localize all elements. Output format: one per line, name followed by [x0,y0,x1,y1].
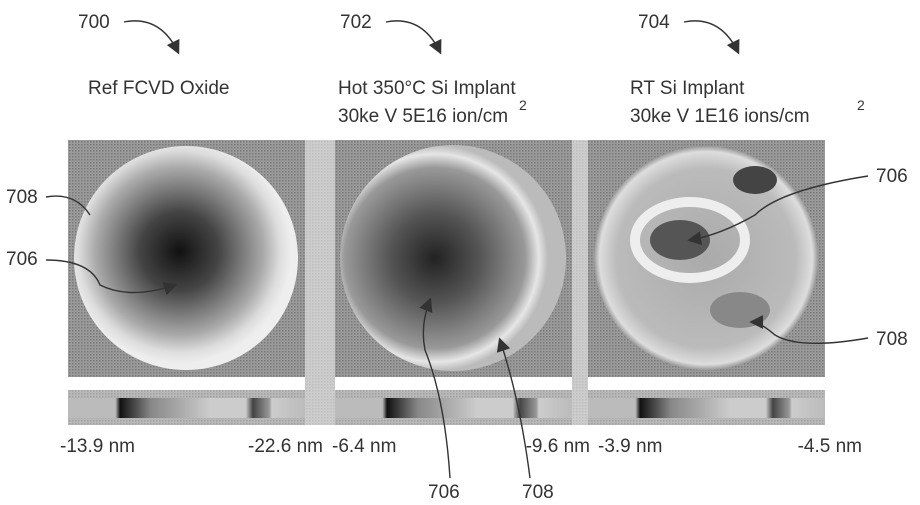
leader-line [496,337,531,479]
panel-title: 30ke V 5E16 ion/cm [338,106,508,127]
scale-min: -13.9 nm [60,436,135,457]
ref-number: 700 [78,12,110,33]
panel-title: 30ke V 1E16 ions/cm [630,106,810,127]
superscript: 2 [857,97,865,113]
panel-image [335,140,572,377]
superscript: 2 [519,97,527,113]
panel-title: Ref FCVD Oxide [88,78,229,99]
leader-line [45,259,178,296]
ref-number: 702 [340,12,372,33]
callout-label: 706 [6,249,38,270]
scale-max: -22.6 nm [248,436,323,457]
leader-line [45,195,91,216]
colorbar [588,398,825,418]
panel-title: RT Si Implant [630,78,745,99]
callout-label: 708 [522,482,554,503]
panel-title: Hot 350°C Si Implant [338,78,516,99]
arrow [123,20,180,55]
scale-min: -3.9 nm [598,436,662,457]
scale-max: -9.6 nm [526,436,590,457]
panel-image [588,140,825,377]
arrow [385,20,442,55]
arrow [683,20,740,55]
leader-line [419,297,451,479]
leader-line [749,315,869,344]
callout-label: 706 [428,482,460,503]
colorbar [335,398,572,418]
callout-label: 706 [876,166,908,187]
scale-min: -6.4 nm [332,436,396,457]
ref-number: 704 [638,12,670,33]
leader-line [687,175,869,246]
panel-image [68,140,305,377]
callout-label: 708 [876,329,908,350]
scale-max: -4.5 nm [798,436,862,457]
callout-label: 708 [6,187,38,208]
colorbar [68,398,305,418]
